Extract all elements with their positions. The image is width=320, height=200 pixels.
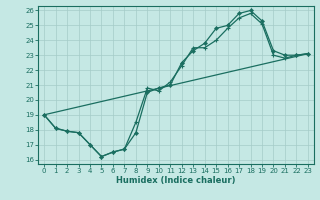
X-axis label: Humidex (Indice chaleur): Humidex (Indice chaleur): [116, 176, 236, 185]
